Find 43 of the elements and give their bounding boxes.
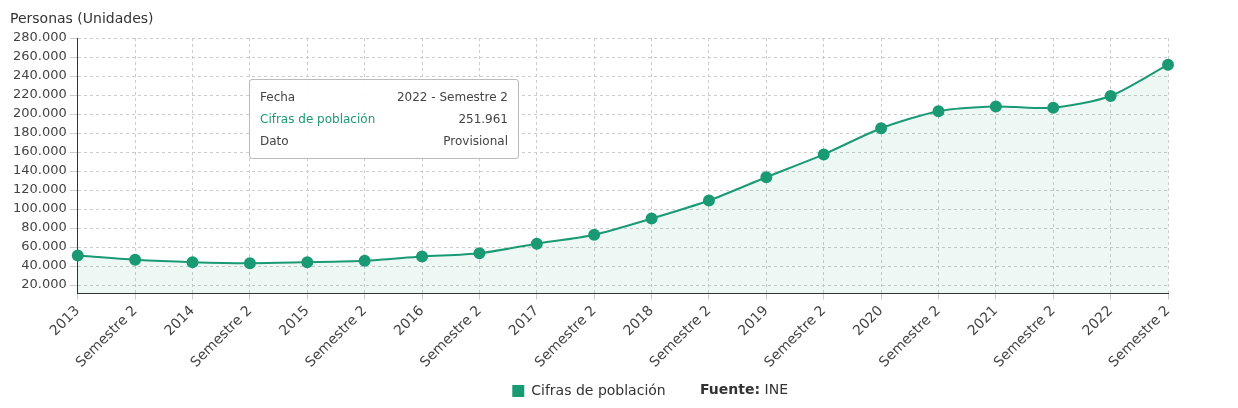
point (1162, 58, 1174, 71)
point (1104, 89, 1117, 102)
point (530, 237, 543, 250)
annotation: 251.961 (458, 111, 508, 128)
annotation: 2022 - Semestre 2 (396, 89, 508, 106)
point (645, 212, 658, 225)
annotation: Fecha (260, 89, 296, 106)
point (989, 100, 1002, 113)
y-tick-label: 200.000 (12, 105, 67, 121)
y-tick-label: 120.000 (12, 181, 67, 197)
point (301, 256, 314, 269)
y-tick-label: 140.000 (12, 162, 67, 178)
point (473, 247, 486, 260)
source-note: Fuente: INE (700, 381, 788, 397)
y-tick-label: 40.000 (21, 257, 67, 273)
point (71, 249, 84, 262)
annotation: Provisional (443, 133, 508, 150)
y-tick-label: 220.000 (12, 86, 67, 102)
point (1047, 101, 1060, 114)
point (129, 253, 142, 266)
y-axis-title: Personas (Unidades) (10, 10, 154, 26)
y-tick-label: 160.000 (12, 143, 67, 159)
annotation: Dato (260, 133, 289, 150)
y-tick-label: 100.000 (12, 200, 67, 216)
point (702, 194, 715, 207)
point (186, 256, 199, 269)
point (358, 254, 371, 267)
y-tick-label: 60.000 (21, 238, 67, 254)
y-tick-label: 80.000 (21, 219, 67, 235)
y-tick-label: 280.000 (12, 29, 67, 45)
point (817, 148, 830, 161)
y-tick-label: 260.000 (12, 48, 67, 64)
point (875, 122, 888, 135)
y-tick-label: 180.000 (12, 124, 67, 140)
point (243, 257, 256, 270)
annotation: Cifras de población (260, 111, 376, 128)
point (588, 228, 601, 241)
point (932, 105, 945, 118)
legend-label: Cifras de población (531, 381, 666, 398)
point (760, 171, 773, 184)
y-tick-label: 20.000 (21, 276, 67, 292)
y-tick-label: 240.000 (12, 67, 67, 83)
point (416, 250, 429, 263)
